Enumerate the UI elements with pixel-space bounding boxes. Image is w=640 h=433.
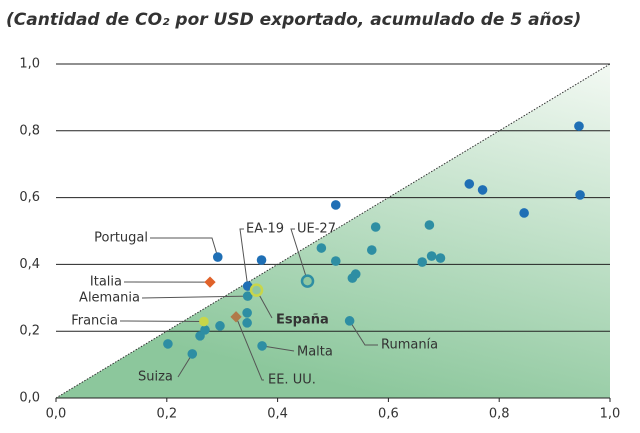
point <box>242 291 253 301</box>
leader-line <box>119 320 204 323</box>
point <box>574 121 584 131</box>
point <box>163 339 173 349</box>
leader-line <box>290 228 308 282</box>
point <box>519 208 529 218</box>
point <box>316 243 327 253</box>
y-tick-label: 0,6 <box>19 190 40 205</box>
x-tick-label: 0,4 <box>267 407 288 422</box>
point <box>242 318 252 328</box>
point <box>366 245 377 255</box>
point <box>347 273 358 283</box>
point <box>344 316 355 326</box>
annotation-label: Portugal <box>94 231 148 246</box>
x-tick-label: 1,0 <box>600 407 621 422</box>
annotation-label: España <box>276 313 329 328</box>
point <box>424 220 435 230</box>
leader-line <box>262 345 295 352</box>
leader-line <box>349 320 378 346</box>
diamond-point <box>230 311 242 323</box>
point <box>370 222 381 232</box>
leader-line <box>239 228 249 287</box>
ring-point <box>300 274 315 288</box>
annotation-label: EA-19 <box>246 222 284 237</box>
annotation-label: Alemania <box>79 291 140 306</box>
annotation-label: Malta <box>297 345 333 360</box>
point <box>330 256 341 266</box>
leader-line <box>141 295 248 299</box>
y-tick-label: 1,0 <box>19 57 40 72</box>
x-tick-label: 0,6 <box>378 407 399 422</box>
x-tick-label: 0,2 <box>156 407 177 422</box>
point <box>464 179 475 189</box>
x-tick-label: 0,0 <box>46 407 67 422</box>
y-tick-label: 0,0 <box>19 391 40 406</box>
point <box>187 349 198 359</box>
point <box>200 325 210 335</box>
diamond-point <box>204 276 216 288</box>
point <box>417 257 427 267</box>
point <box>477 185 488 195</box>
annotation-label: Italia <box>90 275 122 290</box>
leader-line <box>150 237 219 258</box>
point <box>575 190 585 200</box>
chart-subtitle: (Cantidad de CO₂ por USD exportado, acum… <box>6 10 581 30</box>
leader-line <box>235 316 264 381</box>
shaded-area <box>56 64 610 398</box>
point <box>212 252 223 262</box>
annotation-label: Francia <box>71 314 118 329</box>
point <box>199 316 209 327</box>
point <box>256 255 267 265</box>
annotation-label: UE-27 <box>297 222 336 237</box>
annotation-label: Suiza <box>138 370 173 385</box>
y-tick-label: 0,2 <box>19 324 40 339</box>
y-tick-label: 0,4 <box>19 257 40 272</box>
point <box>330 200 341 210</box>
point <box>435 253 446 263</box>
point <box>426 251 437 261</box>
point <box>215 321 225 331</box>
y-tick-label: 0,8 <box>19 123 40 138</box>
point <box>242 308 252 318</box>
annotation-label: EE. UU. <box>268 373 316 388</box>
ring-point <box>249 283 264 297</box>
point <box>257 341 267 351</box>
x-tick-label: 0,8 <box>489 407 510 422</box>
annotation-label: Rumanía <box>381 338 438 353</box>
